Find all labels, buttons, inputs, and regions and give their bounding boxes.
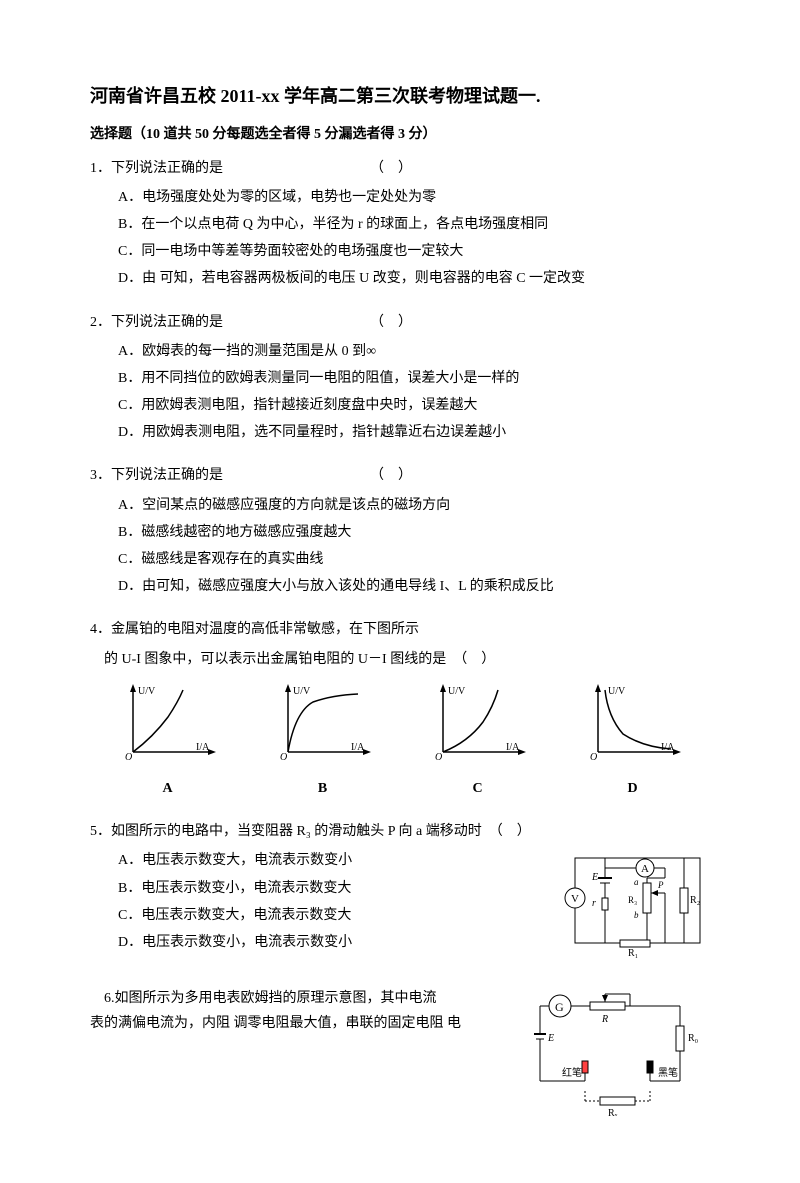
q4-graph-d: U/V I/A O D (583, 682, 683, 801)
q4-graph-a: U/V I/A O A (118, 682, 218, 801)
q5-option-c: C．电压表示数变大，电流表示数变大 (90, 903, 540, 928)
svg-text:O: O (435, 752, 442, 762)
svg-text:R: R (601, 1014, 608, 1025)
q3-text: 3．下列说法正确的是 （ ） (90, 463, 710, 488)
q6-text2: 表的满偏电流为，内阻 调零电阻最大值，串联的固定电阻 电 (90, 1011, 520, 1036)
graph-c-svg: U/V I/A O (428, 682, 528, 762)
svg-text:O: O (125, 752, 132, 762)
svg-text:E: E (547, 1033, 554, 1044)
q1-option-a: A．电场强度处处为零的区域，电势也一定处处为零 (90, 185, 710, 210)
svg-text:红笔: 红笔 (562, 1066, 582, 1079)
svg-text:r: r (592, 898, 596, 909)
svg-text:V: V (571, 893, 579, 905)
q5-option-d: D．电压表示数变小，电流表示数变小 (90, 930, 540, 955)
q4-label-b: B (273, 776, 373, 801)
svg-text:U/V: U/V (448, 686, 466, 697)
q3-option-b: B．磁感线越密的地方磁感应强度越大 (90, 520, 710, 545)
q3-option-c: C．磁感线是客观存在的真实曲线 (90, 547, 710, 572)
q1-option-b: B．在一个以点电荷 Q 为中心，半径为 r 的球面上，各点电场强度相同 (90, 212, 710, 237)
svg-text:R₀: R₀ (688, 1033, 699, 1044)
svg-text:I/A: I/A (351, 742, 365, 753)
graph-d-svg: U/V I/A O (583, 682, 683, 762)
page-title: 河南省许昌五校 2011-xx 学年高二第三次联考物理试题一. (90, 80, 710, 112)
q6-text1: 6.如图所示为多用电表欧姆挡的原理示意图，其中电流 (90, 986, 520, 1011)
svg-text:R₁: R₁ (628, 948, 638, 958)
question-3: 3．下列说法正确的是 （ ） A．空间某点的磁感应强度的方向就是该点的磁场方向 … (90, 463, 710, 599)
question-6: 6.如图所示为多用电表欧姆挡的原理示意图，其中电流 表的满偏电流为，内阻 调零电… (90, 986, 710, 1125)
svg-text:I/A: I/A (196, 742, 210, 753)
question-4: 4．金属铂的电阻对温度的高低非常敏感，在下图所示 的 U-I 图象中，可以表示出… (90, 617, 710, 801)
svg-text:b: b (634, 910, 639, 920)
q1-option-c: C．同一电场中等差等势面较密处的电场强度也一定较大 (90, 239, 710, 264)
q6-circuit-diagram: G R R₀ E (530, 986, 710, 1125)
q4-label-c: C (428, 776, 528, 801)
q5-text: 5．如图所示的电路中，当变阻器 R₃ 的滑动触头 P 向 a 端移动时 （ ） (90, 819, 710, 844)
question-2: 2．下列说法正确的是 （ ） A．欧姆表的每一挡的测量范围是从 0 到∞ B．用… (90, 310, 710, 446)
svg-text:a: a (634, 877, 639, 887)
svg-text:I/A: I/A (506, 742, 520, 753)
svg-text:O: O (280, 752, 287, 762)
q5-option-b: B．电压表示数变小，电流表示数变大 (90, 876, 540, 901)
svg-text:G: G (555, 1000, 564, 1014)
q4-text: 4．金属铂的电阻对温度的高低非常敏感，在下图所示 (90, 617, 710, 642)
svg-text:U/V: U/V (608, 686, 626, 697)
svg-text:Rₓ: Rₓ (608, 1108, 618, 1116)
svg-text:I/A: I/A (661, 742, 675, 753)
q5-option-a: A．电压表示数变大，电流表示数变小 (90, 848, 540, 873)
svg-text:U/V: U/V (138, 686, 156, 697)
svg-text:P: P (657, 880, 664, 890)
q4-graph-c: U/V I/A O C (428, 682, 528, 801)
graph-b-svg: U/V I/A O (273, 682, 373, 762)
svg-text:R₂: R₂ (690, 895, 700, 906)
q2-option-a: A．欧姆表的每一挡的测量范围是从 0 到∞ (90, 339, 710, 364)
question-1: 1．下列说法正确的是 （ ） A．电场强度处处为零的区域，电势也一定处处为零 B… (90, 156, 710, 292)
q1-text: 1．下列说法正确的是 （ ） (90, 156, 710, 181)
svg-text:黑笔: 黑笔 (658, 1066, 678, 1079)
svg-text:O: O (590, 752, 597, 762)
graph-a-svg: U/V I/A O (118, 682, 218, 762)
section-subtitle: 选择题（10 道共 50 分每题选全者得 5 分漏选者得 3 分） (90, 122, 710, 147)
q2-option-b: B．用不同挡位的欧姆表测量同一电阻的阻值，误差大小是一样的 (90, 366, 710, 391)
q5-circuit-diagram: V E r A a b R₃ (550, 848, 710, 967)
svg-text:U/V: U/V (293, 686, 311, 697)
q3-option-d: D．由可知，磁感应强度大小与放入该处的通电导线 I、L 的乘积成反比 (90, 574, 710, 599)
q4-graphs-row: U/V I/A O A U/V I/A O B (90, 682, 710, 801)
q4-label-d: D (583, 776, 683, 801)
q3-option-a: A．空间某点的磁感应强度的方向就是该点的磁场方向 (90, 493, 710, 518)
q2-option-d: D．用欧姆表测电阻，选不同量程时，指针越靠近右边误差越小 (90, 420, 710, 445)
svg-text:R₃: R₃ (628, 895, 637, 905)
q1-option-d: D．由 可知，若电容器两极板间的电压 U 改变，则电容器的电容 C 一定改变 (90, 266, 710, 291)
q4-graph-b: U/V I/A O B (273, 682, 373, 801)
q2-option-c: C．用欧姆表测电阻，指针越接近刻度盘中央时，误差越大 (90, 393, 710, 418)
q4-text2: 的 U-I 图象中，可以表示出金属铂电阻的 U－I 图线的是 （ ） (90, 647, 710, 672)
question-5: 5．如图所示的电路中，当变阻器 R₃ 的滑动触头 P 向 a 端移动时 （ ） … (90, 819, 710, 967)
q2-text: 2．下列说法正确的是 （ ） (90, 310, 710, 335)
svg-text:A: A (641, 863, 649, 875)
svg-text:E: E (591, 872, 598, 883)
q4-label-a: A (118, 776, 218, 801)
